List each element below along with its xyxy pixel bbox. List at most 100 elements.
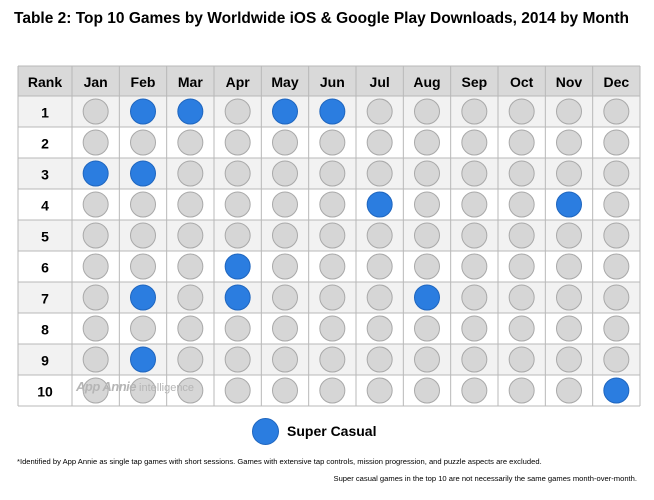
other-game-marker [508, 98, 535, 125]
other-game-marker [366, 222, 393, 249]
other-game-marker [177, 377, 204, 404]
other-game-marker [272, 315, 298, 342]
other-game-marker [82, 191, 109, 218]
app-annie-watermark: App Annie intelligence [76, 379, 194, 394]
other-game-marker [272, 160, 298, 187]
rank-label: 2 [41, 136, 49, 152]
other-game-marker [272, 377, 298, 404]
super-casual-marker [177, 98, 204, 125]
other-game-marker [556, 253, 582, 280]
other-game-marker [366, 160, 393, 187]
other-game-marker [177, 222, 204, 249]
other-game-marker [130, 377, 156, 404]
other-game-marker [508, 377, 535, 404]
other-game-marker [224, 377, 251, 404]
other-game-marker [603, 253, 630, 280]
other-game-marker [508, 253, 535, 280]
rank-header: Rank [28, 74, 62, 90]
footnote-definition: *Identified by App Annie as single tap g… [17, 457, 542, 466]
month-header-feb: Feb [131, 74, 156, 90]
other-game-marker [224, 191, 251, 218]
month-header-sep: Sep [461, 74, 487, 90]
other-game-marker [556, 377, 582, 404]
other-game-marker [272, 346, 298, 373]
other-game-marker [603, 191, 630, 218]
other-game-marker [82, 98, 109, 125]
other-game-marker [508, 315, 535, 342]
other-game-marker [603, 284, 630, 311]
other-game-marker [603, 98, 630, 125]
other-game-marker [414, 191, 440, 218]
other-game-marker [508, 346, 535, 373]
other-game-marker [319, 191, 346, 218]
other-game-marker [224, 346, 251, 373]
other-game-marker [461, 160, 488, 187]
other-game-marker [461, 129, 488, 156]
other-game-marker [177, 315, 204, 342]
legend: Super Casual [252, 416, 376, 446]
month-header-jun: Jun [320, 74, 345, 90]
other-game-marker [272, 129, 298, 156]
super-casual-marker [130, 284, 156, 311]
super-casual-marker [272, 98, 298, 125]
other-game-marker [603, 315, 630, 342]
other-game-marker [414, 98, 440, 125]
rank-label: 7 [41, 291, 49, 307]
other-game-marker [603, 129, 630, 156]
super-casual-marker [130, 160, 156, 187]
watermark-suffix: intelligence [139, 382, 195, 394]
month-header-jul: Jul [370, 74, 390, 90]
other-game-marker [130, 315, 156, 342]
other-game-marker [224, 315, 251, 342]
other-game-marker [319, 377, 346, 404]
other-game-marker [414, 377, 440, 404]
other-game-marker [366, 129, 393, 156]
other-game-marker [508, 222, 535, 249]
other-game-marker [319, 315, 346, 342]
other-game-marker [414, 160, 440, 187]
other-game-marker [556, 160, 582, 187]
rank-label: 1 [41, 105, 49, 121]
other-game-marker [414, 222, 440, 249]
other-game-marker [177, 253, 204, 280]
other-game-marker [82, 222, 109, 249]
other-game-marker [130, 253, 156, 280]
other-game-marker [461, 346, 488, 373]
other-game-marker [461, 98, 488, 125]
other-game-marker [82, 377, 109, 404]
other-game-marker [319, 346, 346, 373]
rank-label: 10 [37, 384, 53, 400]
other-game-marker [461, 253, 488, 280]
rank-label: 9 [41, 353, 49, 369]
legend-label: Super Casual [287, 423, 377, 439]
other-game-marker [82, 346, 109, 373]
other-game-marker [319, 253, 346, 280]
other-game-marker [177, 160, 204, 187]
other-game-marker [508, 129, 535, 156]
super-casual-marker [366, 191, 393, 218]
month-header-apr: Apr [226, 74, 251, 90]
other-game-marker [461, 222, 488, 249]
other-game-marker [177, 284, 204, 311]
month-header-nov: Nov [556, 74, 583, 90]
other-game-marker [177, 191, 204, 218]
other-game-marker [556, 284, 582, 311]
month-header-may: May [271, 74, 298, 90]
other-game-marker [177, 346, 204, 373]
other-game-marker [272, 191, 298, 218]
other-game-marker [414, 129, 440, 156]
month-header-dec: Dec [603, 74, 629, 90]
super-casual-marker [224, 284, 251, 311]
rank-label: 8 [41, 322, 49, 338]
other-game-marker [556, 98, 582, 125]
rank-label: 4 [41, 198, 49, 214]
other-game-marker [461, 315, 488, 342]
other-game-marker [224, 160, 251, 187]
legend-super-casual-marker [252, 417, 279, 445]
other-game-marker [130, 191, 156, 218]
other-game-marker [82, 253, 109, 280]
month-header-mar: Mar [178, 74, 203, 90]
other-game-marker [366, 253, 393, 280]
super-casual-marker [82, 160, 109, 187]
header-row [18, 66, 640, 96]
